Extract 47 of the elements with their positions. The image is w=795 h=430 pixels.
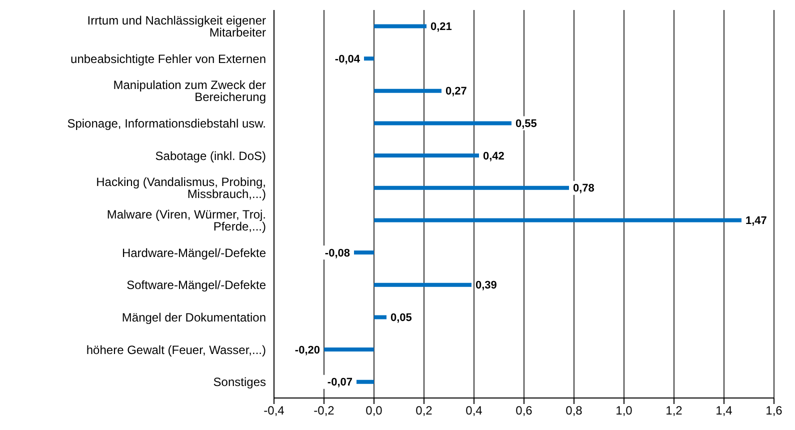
data-label: 0,39 xyxy=(476,280,497,292)
data-label: 0,42 xyxy=(483,150,504,162)
bar xyxy=(354,250,374,255)
x-tick-label: 1,0 xyxy=(616,404,633,418)
y-tick-label: Irrtum und Nachlässigkeit eigener Mitarbeiter xyxy=(87,13,266,40)
bar xyxy=(374,121,512,126)
bar xyxy=(374,315,386,320)
y-tick-label: Manipulation zum Zweck der Bereicherung xyxy=(113,78,266,104)
x-tick-label: 1,2 xyxy=(666,404,683,418)
bar xyxy=(374,88,442,93)
y-tick-label: Sonstiges xyxy=(213,375,266,390)
y-tick-label: Software-Mängel/-Defekte xyxy=(126,278,266,292)
y-tick-label: Mängel der Dokumentation xyxy=(122,310,266,324)
data-label: -0,20 xyxy=(294,344,320,356)
x-tick-label: 0,4 xyxy=(466,404,483,418)
data-label: 0,21 xyxy=(430,21,452,34)
y-tick-label: höhere Gewalt (Feuer, Wasser,...) xyxy=(86,342,266,357)
x-tick-label: 0,6 xyxy=(516,404,533,418)
data-label: 0,27 xyxy=(446,86,467,98)
bar xyxy=(374,218,742,222)
data-label: -0,07 xyxy=(327,376,352,389)
x-tick-label: 1,6 xyxy=(766,404,783,418)
bar xyxy=(374,24,426,28)
x-tick-label: 0,8 xyxy=(566,404,583,418)
data-label: 0,05 xyxy=(390,312,412,324)
y-tick-label: unbeabsichtigte Fehler von Externen xyxy=(70,52,266,66)
x-tick-label: 1,4 xyxy=(716,404,733,418)
y-tick-label: Malware (Viren, Würmer, Troj. Pferde,...) xyxy=(106,207,266,234)
x-tick-label: -0,4 xyxy=(264,404,285,418)
bar xyxy=(374,282,472,287)
data-label: 1,47 xyxy=(746,215,767,228)
data-label: -0,08 xyxy=(324,247,350,260)
data-label: 0,78 xyxy=(573,182,594,195)
x-tick-label: 0,0 xyxy=(366,404,383,418)
y-tick-label: Hardware-Mängel/-Defekte xyxy=(122,246,266,260)
data-label: 0,55 xyxy=(516,118,537,130)
bar xyxy=(324,348,374,352)
bar xyxy=(356,380,374,384)
bar xyxy=(364,56,374,61)
y-tick-label: Spionage, Informationsdiebstahl usw. xyxy=(67,116,266,130)
y-tick-label: Hacking (Vandalismus, Probing, Missbrauch,...) xyxy=(96,175,266,202)
x-tick-label: 0,2 xyxy=(416,404,433,418)
data-label: -0,04 xyxy=(334,53,361,66)
x-tick-label: -0,2 xyxy=(314,404,335,418)
bar xyxy=(374,154,479,158)
y-tick-label: Sabotage (inkl. DoS) xyxy=(155,148,266,163)
bar xyxy=(374,186,569,190)
